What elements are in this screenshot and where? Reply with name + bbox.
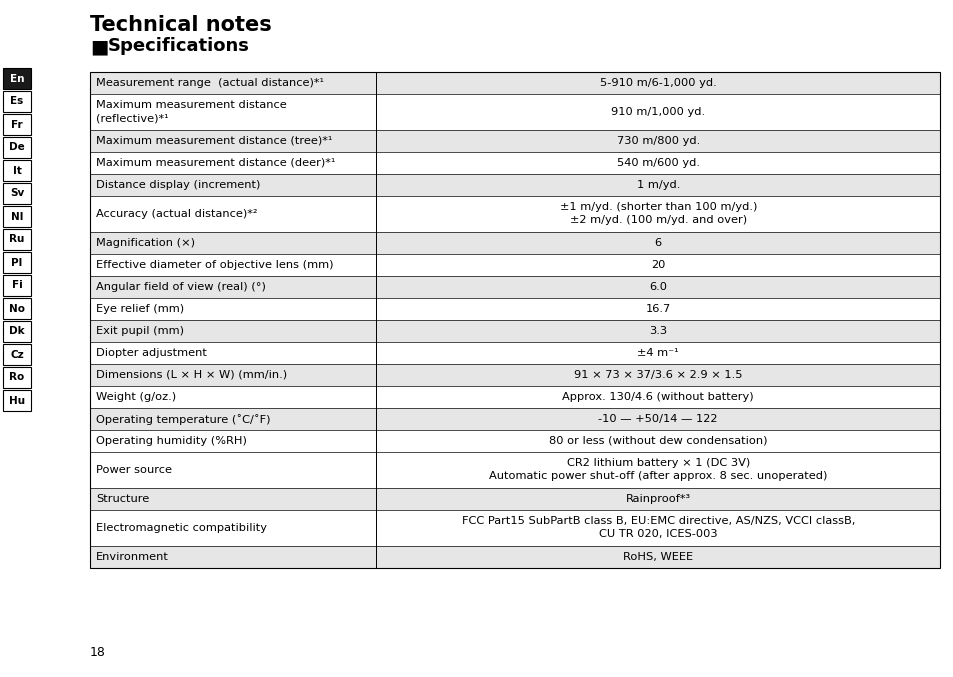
Bar xyxy=(3,367,30,388)
Text: Approx. 130/4.6 (without battery): Approx. 130/4.6 (without battery) xyxy=(562,391,753,401)
Text: Magnification (×): Magnification (×) xyxy=(96,238,194,248)
Text: 16.7: 16.7 xyxy=(645,303,670,313)
Bar xyxy=(3,91,30,112)
Text: Rainproof*³: Rainproof*³ xyxy=(625,494,690,504)
Text: 3.3: 3.3 xyxy=(648,326,666,336)
Bar xyxy=(90,364,939,386)
Text: En: En xyxy=(10,74,24,83)
Bar xyxy=(3,183,30,204)
Text: Measurement range  (actual distance)*¹: Measurement range (actual distance)*¹ xyxy=(96,78,324,87)
Text: Es: Es xyxy=(10,97,24,106)
Text: De: De xyxy=(10,142,25,152)
Text: ±2 m/yd. (100 m/yd. and over): ±2 m/yd. (100 m/yd. and over) xyxy=(569,215,746,225)
Bar xyxy=(3,137,30,158)
Text: No: No xyxy=(9,303,25,313)
Text: 910 m/1,000 yd.: 910 m/1,000 yd. xyxy=(611,106,704,116)
Text: 20: 20 xyxy=(650,259,664,269)
Text: -10 — +50/14 — 122: -10 — +50/14 — 122 xyxy=(598,414,718,424)
Text: ±1 m/yd. (shorter than 100 m/yd.): ±1 m/yd. (shorter than 100 m/yd.) xyxy=(559,202,756,212)
Text: Maximum measurement distance: Maximum measurement distance xyxy=(96,100,287,110)
Text: Pl: Pl xyxy=(11,257,23,267)
Bar xyxy=(90,408,939,430)
Bar xyxy=(90,72,939,568)
Bar xyxy=(90,72,939,94)
Text: Sv: Sv xyxy=(10,188,24,198)
Text: Environment: Environment xyxy=(96,552,169,562)
Text: ■: ■ xyxy=(90,37,109,56)
Text: Technical notes: Technical notes xyxy=(90,15,272,35)
Text: Effective diameter of objective lens (mm): Effective diameter of objective lens (mm… xyxy=(96,259,334,269)
Bar xyxy=(90,130,939,152)
Text: Eye relief (mm): Eye relief (mm) xyxy=(96,303,184,313)
Bar xyxy=(3,229,30,250)
Text: Nl: Nl xyxy=(10,211,23,221)
Text: Automatic power shut-off (after approx. 8 sec. unoperated): Automatic power shut-off (after approx. … xyxy=(489,471,826,481)
Text: Distance display (increment): Distance display (increment) xyxy=(96,179,260,190)
Text: 91 × 73 × 37/3.6 × 2.9 × 1.5: 91 × 73 × 37/3.6 × 2.9 × 1.5 xyxy=(574,370,741,380)
Text: Dimensions (L × H × W) (mm/in.): Dimensions (L × H × W) (mm/in.) xyxy=(96,370,287,380)
Text: 5-910 m/6-1,000 yd.: 5-910 m/6-1,000 yd. xyxy=(599,78,716,87)
Text: Angular field of view (real) (°): Angular field of view (real) (°) xyxy=(96,282,266,292)
Text: Maximum measurement distance (tree)*¹: Maximum measurement distance (tree)*¹ xyxy=(96,135,332,146)
Text: Specifications: Specifications xyxy=(108,37,250,55)
Text: 6.0: 6.0 xyxy=(649,282,666,292)
Text: Ro: Ro xyxy=(10,372,25,383)
Bar xyxy=(90,546,939,568)
Bar xyxy=(90,488,939,510)
Bar xyxy=(90,276,939,298)
Text: CR2 lithium battery × 1 (DC 3V): CR2 lithium battery × 1 (DC 3V) xyxy=(566,458,749,468)
Bar xyxy=(90,232,939,254)
Text: Fi: Fi xyxy=(11,280,22,290)
Bar xyxy=(3,298,30,319)
Text: Fr: Fr xyxy=(11,120,23,129)
Text: 730 m/800 yd.: 730 m/800 yd. xyxy=(616,135,700,146)
Text: 1 m/yd.: 1 m/yd. xyxy=(636,179,679,190)
Text: Cz: Cz xyxy=(10,349,24,359)
Text: FCC Part15 SubPartB class B, EU:EMC directive, AS/NZS, VCCI classB,: FCC Part15 SubPartB class B, EU:EMC dire… xyxy=(461,516,854,526)
Text: Hu: Hu xyxy=(9,395,25,406)
Text: Diopter adjustment: Diopter adjustment xyxy=(96,347,207,357)
Bar xyxy=(3,390,30,411)
Text: (reflective)*¹: (reflective)*¹ xyxy=(96,113,169,123)
Text: 80 or less (without dew condensation): 80 or less (without dew condensation) xyxy=(548,435,766,445)
Text: ±4 m⁻¹: ±4 m⁻¹ xyxy=(637,347,679,357)
Text: Maximum measurement distance (deer)*¹: Maximum measurement distance (deer)*¹ xyxy=(96,158,335,168)
Text: Operating humidity (%RH): Operating humidity (%RH) xyxy=(96,435,247,445)
Text: It: It xyxy=(12,165,21,175)
Text: Operating temperature (˚C/˚F): Operating temperature (˚C/˚F) xyxy=(96,414,271,424)
Bar xyxy=(3,344,30,365)
Text: Power source: Power source xyxy=(96,464,172,475)
Text: Accuracy (actual distance)*²: Accuracy (actual distance)*² xyxy=(96,209,257,219)
Text: CU TR 020, ICES-003: CU TR 020, ICES-003 xyxy=(598,529,717,540)
Text: Dk: Dk xyxy=(10,326,25,336)
Text: RoHS, WEEE: RoHS, WEEE xyxy=(622,552,693,562)
Text: 6: 6 xyxy=(654,238,661,248)
Bar xyxy=(90,174,939,196)
Bar xyxy=(3,275,30,296)
Bar xyxy=(3,252,30,273)
Text: Weight (g/oz.): Weight (g/oz.) xyxy=(96,391,176,401)
Text: Ru: Ru xyxy=(10,234,25,244)
Bar xyxy=(3,206,30,227)
Text: Structure: Structure xyxy=(96,494,149,504)
Bar xyxy=(3,321,30,342)
Bar xyxy=(3,160,30,181)
Text: Exit pupil (mm): Exit pupil (mm) xyxy=(96,326,184,336)
Bar xyxy=(3,68,30,89)
Text: Electromagnetic compatibility: Electromagnetic compatibility xyxy=(96,523,267,533)
Text: 540 m/600 yd.: 540 m/600 yd. xyxy=(616,158,699,168)
Text: 18: 18 xyxy=(90,646,106,659)
Bar xyxy=(90,320,939,342)
Bar xyxy=(3,114,30,135)
